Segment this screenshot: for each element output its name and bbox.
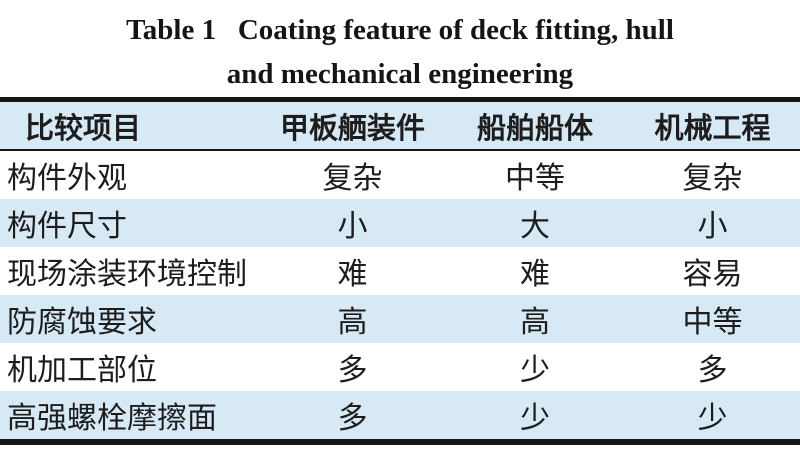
row-label: 机加工部位 [7,354,157,387]
cell-value: 多 [337,354,368,387]
header-cell-deck-fitting: 甲板舾装件 [279,112,425,145]
header-cell-compare-item: 比较项目 [25,112,142,145]
cell-value: 小 [697,210,728,243]
cell-value: 大 [520,210,550,243]
row-label: 高强螺栓摩擦面 [7,402,217,435]
row-label: 现场涂装环境控制 [7,258,247,291]
row-label: 构件尺寸 [7,210,127,243]
row-label: 防腐蚀要求 [7,306,157,339]
table-row-site-env-control: 现场涂装环境控制 难 难 容易 [0,247,800,295]
header-cell-mechanical: 机械工程 [654,112,771,145]
cell-value: 复杂 [682,162,743,195]
table-row-appearance: 构件外观 复杂 中等 复杂 [0,151,800,199]
cell-value: 高 [337,306,368,339]
table-row-friction-surface: 高强螺栓摩擦面 多 少 少 [0,391,800,439]
cell-value: 容易 [682,258,743,291]
cell-value: 难 [520,258,550,291]
cell-value: 高 [520,306,550,339]
cell-value: 多 [697,354,728,387]
caption-line-2: and mechanical engineering [226,58,574,90]
table-row-anticorrosion: 防腐蚀要求 高 高 中等 [0,295,800,343]
table-caption: Table 1 Coating feature of deck fitting,… [0,8,800,96]
comparison-table: 比较项目 甲板舾装件 船舶船体 机械工程 构件外观 复杂 中等 复杂 构件尺寸 … [0,97,800,445]
caption-line-1: Table 1 Coating feature of deck fitting,… [126,14,674,46]
table-row-size: 构件尺寸 小 大 小 [0,199,800,247]
header-cell-ship-hull: 船舶船体 [476,112,593,145]
cell-value: 少 [520,354,550,387]
cell-value: 小 [337,210,368,243]
cell-value: 中等 [682,306,743,339]
table-header-row: 比较项目 甲板舾装件 船舶船体 机械工程 [0,102,800,151]
table-row-machined-parts: 机加工部位 多 少 多 [0,343,800,391]
cell-value: 难 [337,258,368,291]
cell-value: 少 [520,402,550,435]
row-label: 构件外观 [7,162,127,195]
cell-value: 少 [697,402,728,435]
cell-value: 复杂 [322,162,383,195]
cell-value: 中等 [505,162,565,195]
cell-value: 多 [337,402,368,435]
